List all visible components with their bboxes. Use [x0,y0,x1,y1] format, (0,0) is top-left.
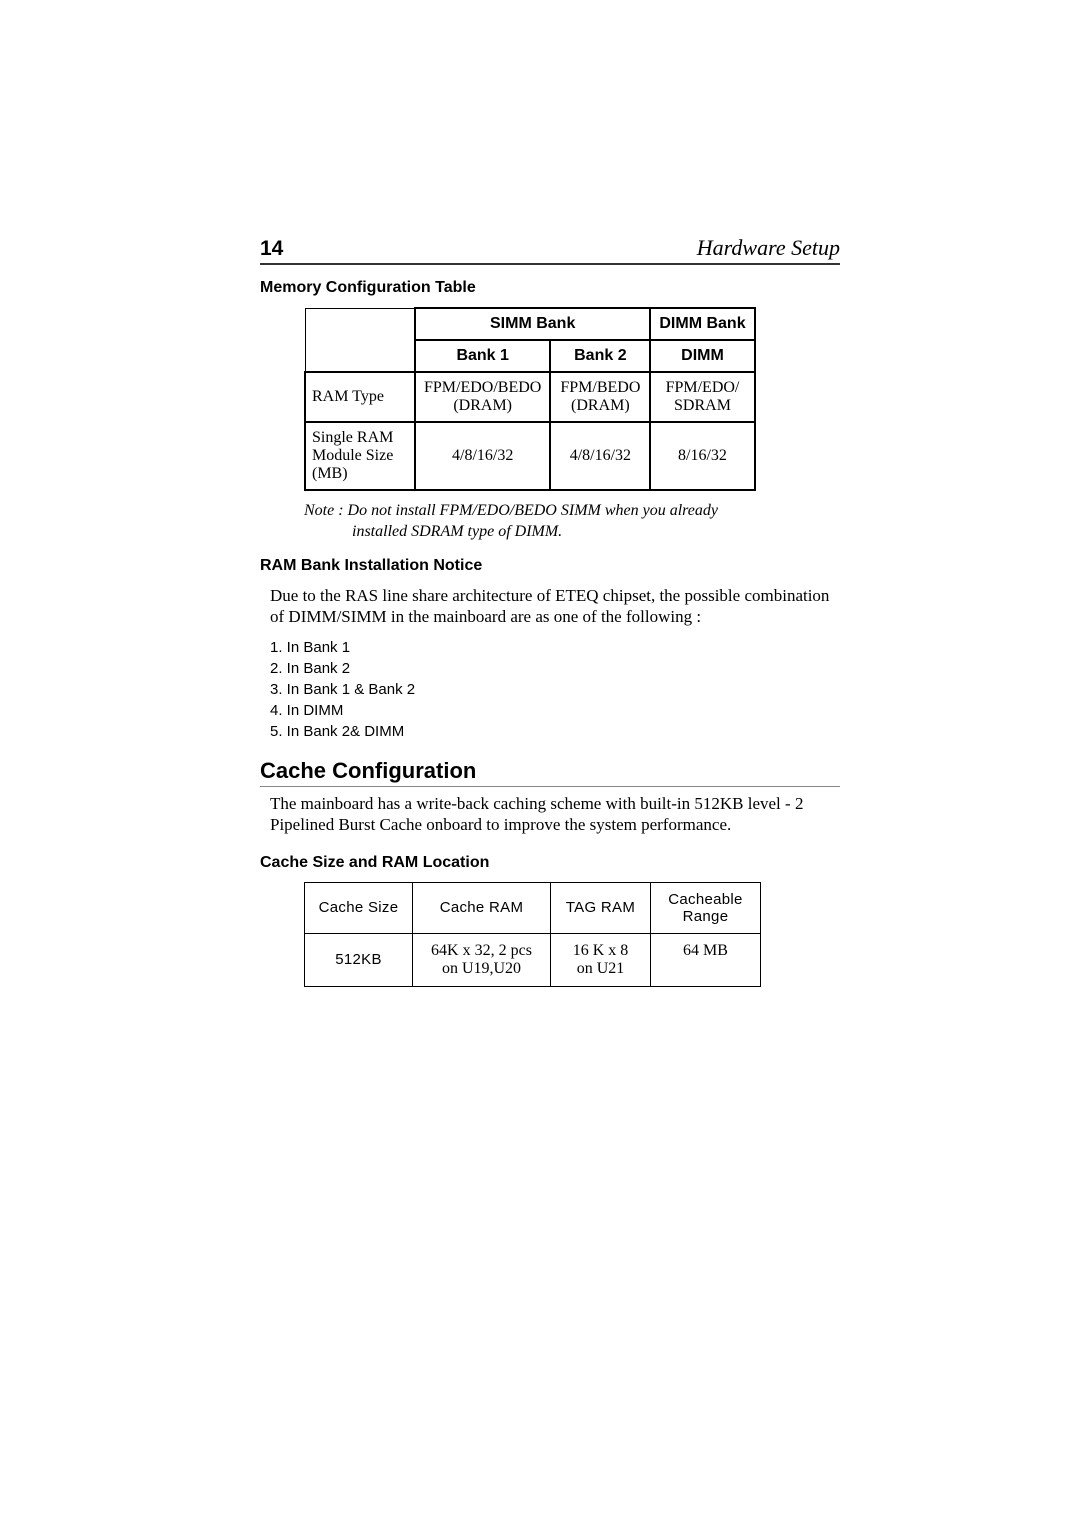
cell: 4/8/16/32 [415,422,550,490]
col-dimm: DIMM [650,340,754,372]
note-line: Note : Do not install FPM/EDO/BEDO SIMM … [304,502,718,519]
cell-line: on U19,U20 [423,960,540,978]
cell: FPM/EDO/ SDRAM [650,372,754,422]
page-number: 14 [260,237,283,261]
cell-size: 512KB [305,933,413,986]
cell: 8/16/32 [650,422,754,490]
cache-table-heading: Cache Size and RAM Location [260,854,840,872]
cache-config-body: The mainboard has a write-back caching s… [270,793,840,836]
cell-line: on U21 [561,960,640,978]
ram-notice-list: 1. In Bank 1 2. In Bank 2 3. In Bank 1 &… [270,637,840,742]
ram-notice-body: Due to the RAS line share architecture o… [270,585,840,628]
list-item: 2. In Bank 2 [270,658,840,679]
mem-config-heading: Memory Configuration Table [260,279,840,297]
cache-size-table: Cache Size Cache RAM TAG RAM Cacheable R… [304,882,761,987]
col-cache-range: Cacheable Range [651,882,761,933]
cache-config-heading: Cache Configuration [260,758,840,787]
cell-tag: 16 K x 8 on U21 [551,933,651,986]
chapter-title: Hardware Setup [697,235,840,261]
col-bank1: Bank 1 [415,340,550,372]
ram-notice-heading: RAM Bank Installation Notice [260,557,840,575]
col-tag-ram: TAG RAM [551,882,651,933]
cell: FPM/BEDO (DRAM) [550,372,650,422]
mem-config-note: Note : Do not install FPM/EDO/BEDO SIMM … [304,501,840,543]
col-cache-size: Cache Size [305,882,413,933]
cell: 4/8/16/32 [550,422,650,490]
memory-config-table: SIMM Bank DIMM Bank Bank 1 Bank 2 DIMM R… [304,307,756,491]
cell-line: 64K x 32, 2 pcs [423,942,540,960]
cell: FPM/EDO/BEDO (DRAM) [415,372,550,422]
table-row: 512KB 64K x 32, 2 pcs on U19,U20 16 K x … [305,933,761,986]
table-corner [305,308,415,372]
list-item: 3. In Bank 1 & Bank 2 [270,679,840,700]
cell-range: 64 MB [651,933,761,986]
col-cache-ram: Cache RAM [413,882,551,933]
note-line: installed SDRAM type of DIMM. [304,522,840,543]
page-header: 14 Hardware Setup [260,235,840,265]
table-row: RAM Type FPM/EDO/BEDO (DRAM) FPM/BEDO (D… [305,372,755,422]
simm-bank-header: SIMM Bank [415,308,650,340]
col-bank2: Bank 2 [550,340,650,372]
list-item: 1. In Bank 1 [270,637,840,658]
row-label: RAM Type [305,372,415,422]
cell-line: 16 K x 8 [561,942,640,960]
table-row: Single RAM Module Size (MB) 4/8/16/32 4/… [305,422,755,490]
row-label: Single RAM Module Size (MB) [305,422,415,490]
cell-ram: 64K x 32, 2 pcs on U19,U20 [413,933,551,986]
list-item: 5. In Bank 2& DIMM [270,721,840,742]
dimm-bank-header: DIMM Bank [650,308,754,340]
list-item: 4. In DIMM [270,700,840,721]
